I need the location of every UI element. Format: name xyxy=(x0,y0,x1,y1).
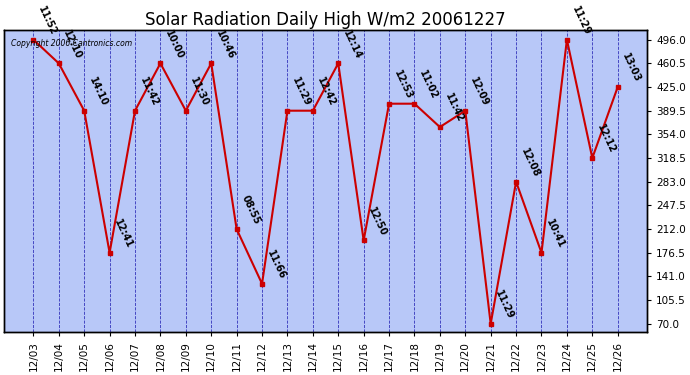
Text: 11:29: 11:29 xyxy=(570,4,592,37)
Text: 11:42: 11:42 xyxy=(138,76,160,108)
Text: 12:50: 12:50 xyxy=(366,206,388,238)
Text: 11:42: 11:42 xyxy=(443,92,465,124)
Text: 11:52: 11:52 xyxy=(36,4,59,37)
Text: 10:41: 10:41 xyxy=(544,217,566,250)
Text: 12:53: 12:53 xyxy=(392,69,414,101)
Text: 12:12: 12:12 xyxy=(595,123,618,155)
Text: 12:41: 12:41 xyxy=(112,217,135,250)
Text: Copyright 2006 Cantronics.com: Copyright 2006 Cantronics.com xyxy=(10,39,132,48)
Text: 12:10: 12:10 xyxy=(61,28,83,60)
Text: 12:14: 12:14 xyxy=(341,28,363,60)
Title: Solar Radiation Daily High W/m2 20061227: Solar Radiation Daily High W/m2 20061227 xyxy=(145,11,506,29)
Text: 10:00: 10:00 xyxy=(164,28,186,60)
Text: 11:02: 11:02 xyxy=(417,69,440,101)
Text: 12:42: 12:42 xyxy=(315,76,338,108)
Text: 12:08: 12:08 xyxy=(519,147,541,179)
Text: 12:09: 12:09 xyxy=(468,76,490,108)
Text: 10:46: 10:46 xyxy=(214,28,236,60)
Text: 11:66: 11:66 xyxy=(265,249,287,281)
Text: 11:29: 11:29 xyxy=(290,76,313,108)
Text: 11:29: 11:29 xyxy=(493,289,515,321)
Text: 13:03: 13:03 xyxy=(620,52,642,84)
Text: 11:30: 11:30 xyxy=(188,76,210,108)
Text: 08:55: 08:55 xyxy=(239,194,262,226)
Text: 14:10: 14:10 xyxy=(87,76,109,108)
